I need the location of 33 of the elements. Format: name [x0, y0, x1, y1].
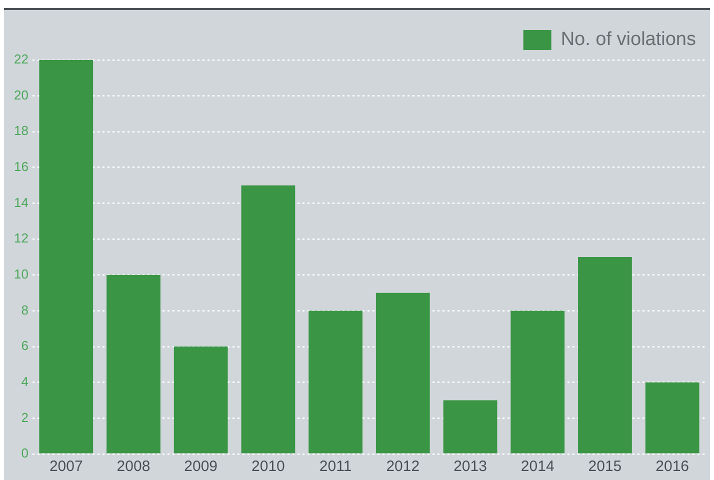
y-tick-label: 14 [14, 194, 28, 210]
bar [443, 400, 498, 454]
x-tick-label: 2012 [386, 458, 420, 476]
x-tick-label: 2009 [184, 458, 218, 476]
y-tick-label: 10 [14, 266, 28, 282]
bar [106, 274, 160, 454]
x-tick-label: 2011 [319, 458, 352, 476]
y-tick-label: 2 [21, 410, 28, 425]
bar [510, 310, 565, 454]
bar [39, 60, 94, 454]
bar [645, 382, 700, 454]
y-tick-label: 0 [21, 446, 28, 461]
x-tick-label: 2015 [588, 458, 622, 476]
bar [174, 346, 228, 454]
y-tick-label: 4 [21, 374, 28, 389]
y-tick-label: 22 [14, 52, 28, 67]
y-tick-label: 12 [14, 230, 28, 246]
y-tick-label: 20 [14, 87, 28, 102]
y-tick-label: 16 [14, 159, 28, 174]
x-tick-label: 2016 [656, 458, 690, 476]
x-tick-label: 2007 [49, 458, 83, 476]
x-tick-label: 2013 [454, 458, 487, 476]
x-tick-label: 2014 [520, 458, 554, 476]
bar [376, 292, 430, 454]
y-tick-label: 8 [21, 302, 28, 318]
bar [578, 257, 632, 454]
legend-label: No. of violations [560, 29, 696, 50]
y-tick-label: 18 [14, 123, 28, 138]
y-tick-label: 6 [21, 338, 28, 354]
bar [308, 310, 362, 454]
bar [241, 185, 296, 454]
x-tick-label: 2008 [116, 458, 150, 476]
x-tick-label: 2010 [252, 458, 285, 476]
